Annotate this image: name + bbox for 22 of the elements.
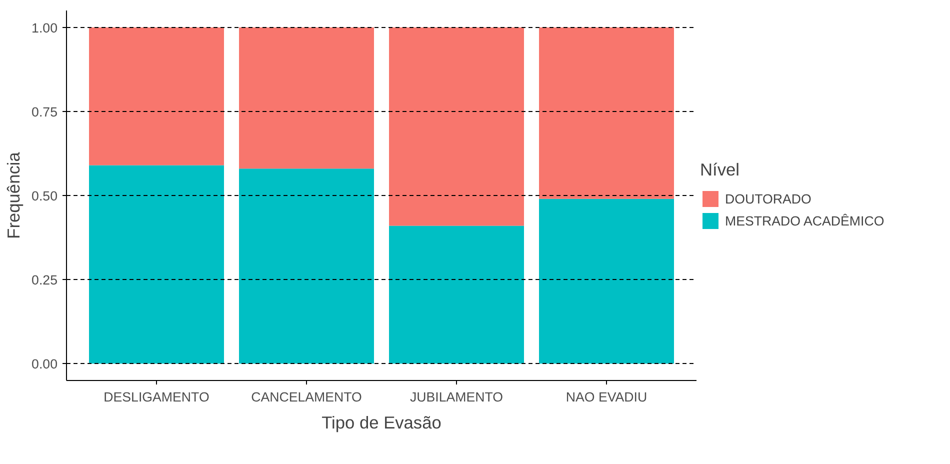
bar (89, 27, 224, 166)
y-tick-label: 0.25 (32, 272, 58, 288)
legend-label: DOUTORADO (725, 191, 812, 206)
bar (389, 226, 524, 364)
y-tick-label: 1.00 (32, 20, 58, 36)
x-tick-label: DESLIGAMENTO (104, 390, 210, 404)
legend-title: Nível (700, 160, 740, 180)
x-tick-label: CANCELAMENTO (251, 390, 362, 404)
bar (539, 198, 674, 364)
bar (89, 165, 224, 364)
legend-label: MESTRADO ACADÊMICO (725, 213, 885, 228)
bar (539, 27, 674, 199)
y-tick-label: 0.50 (32, 188, 58, 204)
bar (239, 168, 374, 364)
x-axis-title: Tipo de Evasão (322, 412, 442, 432)
y-axis-title: Frequência (4, 152, 24, 239)
x-tick-label: JUBILAMENTO (410, 390, 504, 404)
y-tick-label: 0.00 (32, 356, 58, 372)
bar (389, 27, 524, 226)
y-tick-label: 0.75 (32, 104, 58, 120)
bar (239, 27, 374, 169)
x-tick-label: NAO EVADIU (566, 390, 648, 404)
